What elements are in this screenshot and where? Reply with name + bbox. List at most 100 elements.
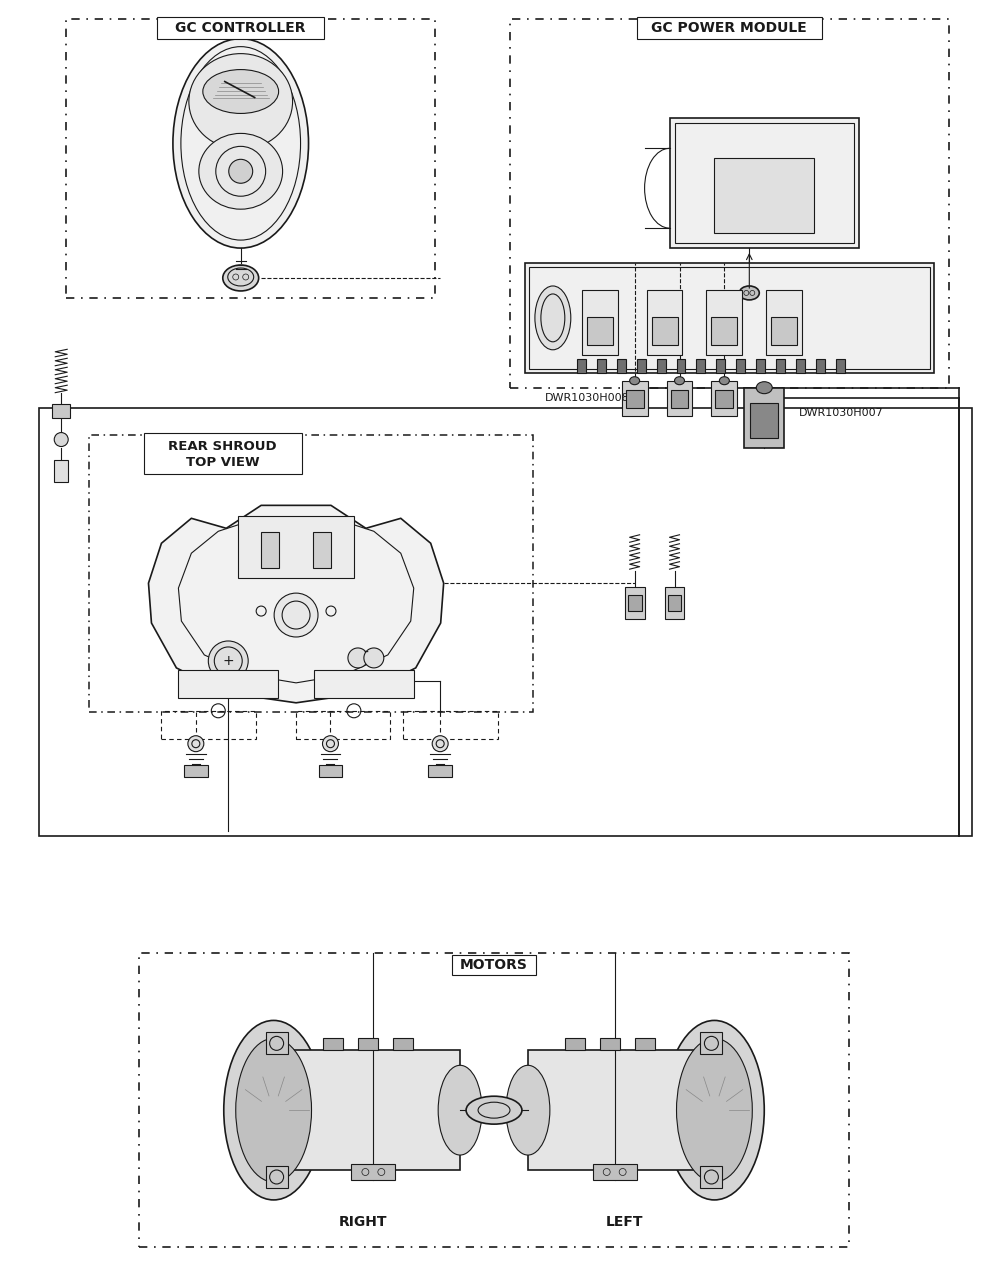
Ellipse shape	[199, 133, 283, 209]
Bar	[736, 359, 745, 372]
Bar	[89, 435, 533, 712]
Bar	[776, 359, 785, 372]
Bar	[700, 1166, 722, 1188]
Text: TOP VIEW: TOP VIEW	[186, 456, 260, 469]
Ellipse shape	[630, 376, 640, 385]
Bar	[313, 532, 331, 568]
Bar	[593, 1164, 637, 1180]
Circle shape	[322, 736, 338, 751]
Bar	[600, 1039, 620, 1050]
Bar	[54, 460, 68, 483]
Ellipse shape	[236, 1039, 312, 1182]
Ellipse shape	[675, 376, 684, 385]
Bar	[696, 359, 705, 372]
Ellipse shape	[223, 265, 259, 291]
Text: MOTORS: MOTORS	[460, 958, 528, 972]
Bar	[796, 359, 805, 372]
Bar	[647, 290, 682, 355]
Bar	[675, 123, 854, 243]
Bar	[582, 290, 618, 355]
Ellipse shape	[535, 286, 571, 350]
Bar	[358, 1039, 378, 1050]
Ellipse shape	[224, 1020, 323, 1200]
Bar	[238, 517, 354, 578]
Circle shape	[188, 736, 204, 751]
Text: RIGHT: RIGHT	[339, 1215, 388, 1229]
Bar	[39, 408, 972, 836]
Ellipse shape	[665, 1020, 764, 1200]
Bar	[525, 264, 934, 372]
Bar	[671, 390, 688, 408]
Ellipse shape	[189, 53, 293, 150]
Text: +: +	[222, 654, 234, 668]
Ellipse shape	[173, 39, 309, 248]
Bar	[816, 359, 825, 372]
Bar	[296, 711, 390, 739]
Ellipse shape	[506, 1066, 550, 1156]
Bar	[323, 1039, 343, 1050]
Bar	[617, 359, 626, 372]
Bar	[266, 1033, 288, 1054]
Bar	[622, 380, 648, 416]
Bar	[452, 955, 536, 976]
Bar	[52, 404, 70, 418]
Bar	[161, 711, 256, 739]
Circle shape	[54, 432, 68, 446]
Ellipse shape	[203, 70, 279, 114]
Bar	[139, 953, 849, 1247]
Bar	[528, 1050, 702, 1169]
Bar	[266, 1166, 288, 1188]
Bar	[706, 290, 742, 355]
Text: DWR1030H007: DWR1030H007	[799, 408, 884, 418]
Bar	[667, 380, 692, 416]
Bar	[716, 359, 725, 372]
Bar	[510, 19, 949, 388]
Circle shape	[208, 641, 248, 680]
Bar	[178, 670, 278, 698]
Bar	[657, 359, 666, 372]
Bar	[144, 432, 302, 474]
Bar	[393, 1039, 413, 1050]
Circle shape	[348, 647, 368, 668]
Bar	[750, 403, 778, 437]
Bar	[577, 359, 586, 372]
Bar	[756, 359, 765, 372]
Bar	[836, 359, 845, 372]
Bar	[700, 1033, 722, 1054]
Text: REAR SHROUD: REAR SHROUD	[168, 440, 277, 454]
Bar	[184, 765, 208, 777]
Circle shape	[229, 160, 253, 184]
Ellipse shape	[438, 1066, 482, 1156]
Text: GC CONTROLLER: GC CONTROLLER	[175, 20, 306, 34]
Text: DWR1030H008: DWR1030H008	[545, 393, 630, 403]
Bar	[587, 317, 613, 345]
Bar	[637, 16, 822, 39]
Bar	[711, 380, 737, 416]
Circle shape	[432, 736, 448, 751]
Bar	[665, 587, 684, 620]
Bar	[286, 1050, 460, 1169]
Circle shape	[364, 647, 384, 668]
Bar	[403, 711, 498, 739]
Text: -: -	[363, 646, 368, 660]
Text: GC POWER MODULE: GC POWER MODULE	[651, 20, 807, 34]
Bar	[744, 388, 784, 447]
Bar	[626, 390, 644, 408]
Bar	[714, 158, 814, 233]
Bar	[766, 290, 802, 355]
Text: LEFT: LEFT	[606, 1215, 643, 1229]
Bar	[625, 587, 645, 620]
Bar	[565, 1039, 585, 1050]
Bar	[670, 118, 859, 248]
Bar	[628, 595, 642, 611]
Bar	[314, 670, 414, 698]
Bar	[677, 359, 685, 372]
Polygon shape	[148, 506, 444, 703]
Bar	[319, 765, 342, 777]
Bar	[771, 317, 797, 345]
Ellipse shape	[756, 381, 772, 394]
Bar	[711, 317, 737, 345]
Ellipse shape	[739, 286, 759, 300]
Bar	[428, 765, 452, 777]
Bar	[529, 267, 930, 369]
